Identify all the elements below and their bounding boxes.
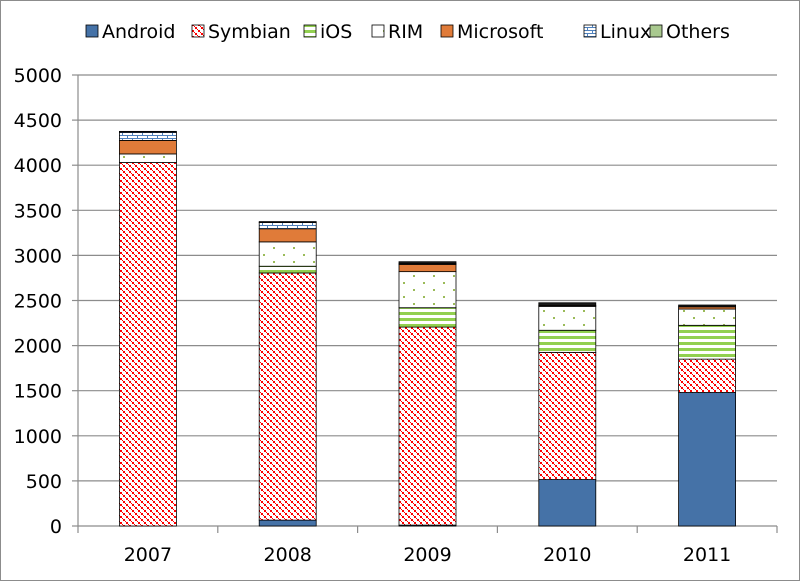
legend-label: Others <box>666 21 730 43</box>
bar-segment-microsoft-2009 <box>398 264 457 273</box>
y-tick-label: 2000 <box>14 336 62 358</box>
legend-label: Microsoft <box>457 21 543 43</box>
bar-segment-android-2011 <box>678 392 736 527</box>
legend-item-android: Android <box>85 21 175 43</box>
legend-label: Symbian <box>208 21 291 43</box>
bar-segment-symbian-2010 <box>538 351 597 480</box>
legend-item-symbian: Symbian <box>191 21 291 43</box>
bar-segment-symbian-2007 <box>119 162 177 527</box>
legend-swatch <box>85 24 99 38</box>
x-tick-label: 2010 <box>543 544 591 566</box>
bar-segment-ios-2011 <box>678 324 736 360</box>
gridlines <box>72 74 777 527</box>
y-tick-label: 1500 <box>14 381 62 403</box>
bar-segment-others-2010 <box>538 302 597 306</box>
legend-swatch <box>191 24 205 38</box>
bars <box>119 130 736 527</box>
bar-segment-ios-2010 <box>538 329 597 353</box>
y-tick-label: 500 <box>26 471 62 493</box>
legend-swatch <box>583 24 597 38</box>
bar-segment-others-2009 <box>398 261 457 264</box>
bar-segment-rim-2010 <box>538 305 597 331</box>
bar-segment-ios-2008 <box>258 265 317 274</box>
y-tick-label: 4500 <box>14 110 62 132</box>
bar-segment-rim-2007 <box>119 153 177 163</box>
legend-label: Linux <box>600 21 651 43</box>
y-tick-label: 4000 <box>14 155 62 177</box>
legend-item-rim: RIM <box>371 21 423 43</box>
y-tick-label: 2500 <box>14 291 62 313</box>
x-tick-label: 2009 <box>403 544 451 566</box>
legend-item-microsoft: Microsoft <box>440 21 543 43</box>
legend-swatch <box>649 24 663 38</box>
y-tick-label: 3500 <box>14 200 62 222</box>
bar-segment-microsoft-2008 <box>258 228 317 243</box>
bar-segment-symbian-2008 <box>258 272 317 521</box>
bar-segment-others-2008 <box>258 221 317 223</box>
legend-label: Android <box>102 21 175 43</box>
legend-item-ios: iOS <box>303 21 352 43</box>
y-tick-label: 0 <box>50 516 62 538</box>
tick-labels: 0 500 1000 1500 2000 2500 3000 3500 4000 4500 5000… <box>14 65 732 566</box>
y-tick-label: 5000 <box>14 65 62 87</box>
y-tick-label: 1000 <box>14 426 62 448</box>
legend-item-linux: Linux <box>583 21 651 43</box>
bar-segment-symbian-2011 <box>678 358 736 393</box>
bar-segment-rim-2009 <box>398 271 457 309</box>
bar-segment-others-2011 <box>678 304 736 308</box>
legend-swatch <box>440 24 454 38</box>
legend-swatch <box>303 24 317 38</box>
bar-segment-linux-2007 <box>119 131 177 141</box>
bar-segment-rim-2011 <box>678 308 736 326</box>
legend-label: iOS <box>320 21 352 43</box>
bar-segment-rim-2008 <box>258 241 317 267</box>
legend-swatch <box>371 24 385 38</box>
bar-segment-symbian-2009 <box>398 326 457 526</box>
x-tick-label: 2007 <box>124 544 172 566</box>
legend-label: RIM <box>388 21 423 43</box>
legend: Android Symbian iOS RIM Microsoft Linux Others <box>85 21 730 43</box>
legend-item-others: Others <box>649 21 730 43</box>
x-tick-label: 2011 <box>683 544 731 566</box>
bar-segment-microsoft-2007 <box>119 139 177 155</box>
bar-segment-android-2008 <box>258 519 317 527</box>
x-tick-label: 2008 <box>264 544 312 566</box>
bar-segment-ios-2009 <box>398 307 457 328</box>
y-tick-label: 3000 <box>14 245 62 267</box>
bar-segment-android-2010 <box>538 479 597 527</box>
bar-segment-linux-2008 <box>258 222 317 230</box>
bar-segment-others-2007 <box>119 130 177 133</box>
